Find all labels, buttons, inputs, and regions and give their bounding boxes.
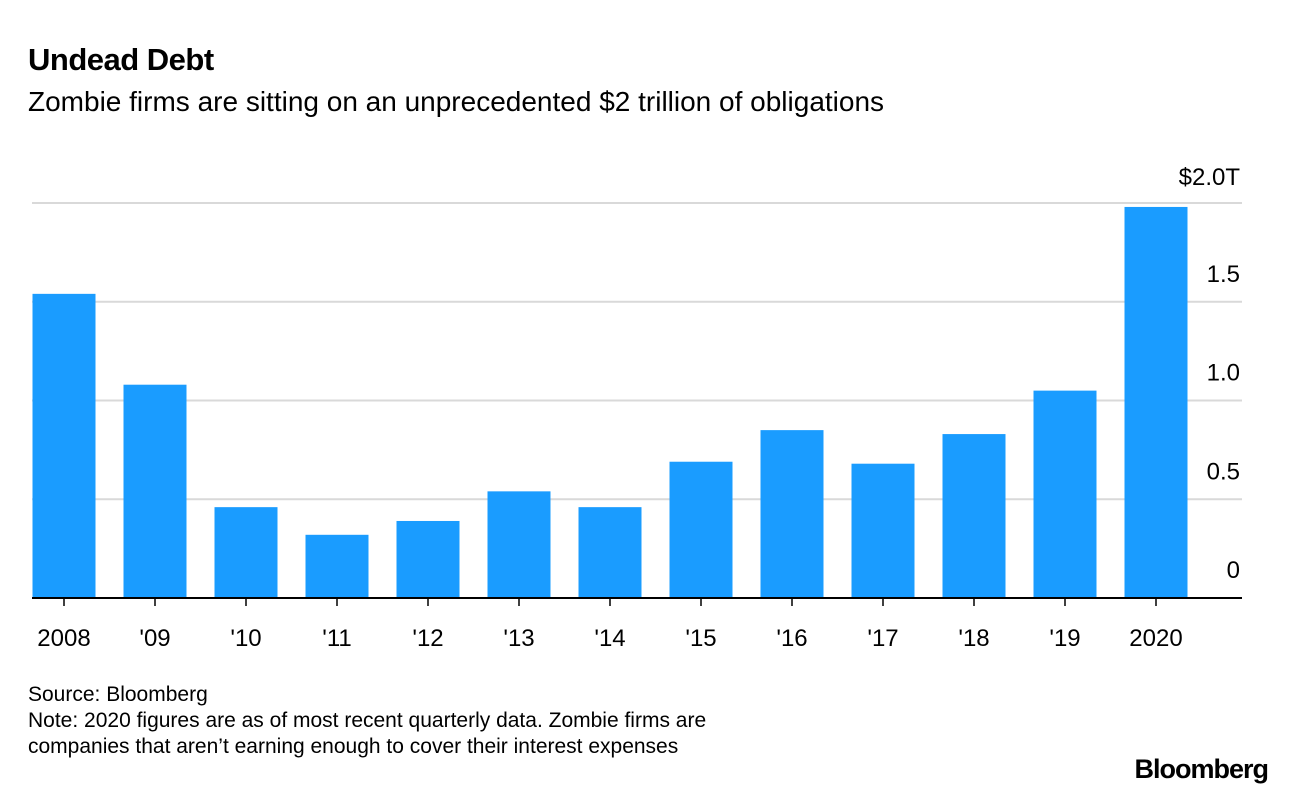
x-tick-label: '15: [685, 625, 716, 652]
x-tick-label: '16: [776, 625, 807, 652]
x-tick-label: '14: [594, 625, 625, 652]
x-tick-label: '18: [958, 625, 989, 652]
x-tick-label: '19: [1049, 625, 1080, 652]
y-tick-label: 0: [1227, 557, 1240, 584]
bar-2008: [32, 293, 96, 598]
bar-12: [396, 520, 460, 598]
x-tick-label: '11: [322, 625, 352, 652]
x-tick-label: '09: [139, 625, 170, 652]
y-tick-label: 0.5: [1207, 458, 1240, 485]
x-tick-label: '12: [412, 625, 443, 652]
footer: Source: Bloomberg Note: 2020 figures are…: [28, 682, 706, 760]
x-axis: [32, 597, 1242, 606]
bar-15: [669, 461, 733, 598]
bar-18: [942, 434, 1006, 598]
bar-11: [305, 534, 369, 598]
x-tick-label: 2008: [37, 625, 90, 652]
x-tick-label: '10: [230, 625, 261, 652]
chart-subtitle: Zombie firms are sitting on an unprecede…: [28, 86, 885, 117]
bloomberg-logo: Bloomberg: [1134, 754, 1269, 784]
y-axis-labels: 0 0.5 1.0 1.5 $2.0T: [1179, 164, 1241, 584]
y-tick-label: 1.5: [1207, 261, 1240, 288]
bar-09: [123, 384, 187, 598]
bar-13: [487, 491, 551, 598]
note-line-1: Note: 2020 figures are as of most recent…: [28, 709, 707, 732]
bar-17: [851, 463, 915, 598]
bar-14: [578, 507, 642, 598]
x-tick-label: 2020: [1129, 625, 1182, 652]
source-note: Source: Bloomberg: [28, 683, 208, 706]
x-tick-label: '17: [867, 625, 898, 652]
bar-19: [1033, 390, 1097, 598]
y-tick-label: $2.0T: [1179, 164, 1241, 191]
chart-title: Undead Debt: [28, 42, 214, 77]
x-tick-label: '13: [503, 625, 534, 652]
bar-16: [760, 430, 824, 598]
bars: [32, 206, 1188, 598]
bar-10: [214, 507, 278, 598]
bar-chart: 0 0.5 1.0 1.5 $2.0T 2008 '09 '10 '11 '12 '13 '14 '1…: [32, 164, 1242, 652]
y-tick-label: 1.0: [1207, 360, 1240, 387]
x-axis-labels: 2008 '09 '10 '11 '12 '13 '14 '15 '16 '17 '18 '19 202…: [37, 625, 1182, 652]
note-line-2: companies that aren’t earning enough to …: [28, 735, 679, 758]
bar-2020: [1124, 206, 1188, 598]
